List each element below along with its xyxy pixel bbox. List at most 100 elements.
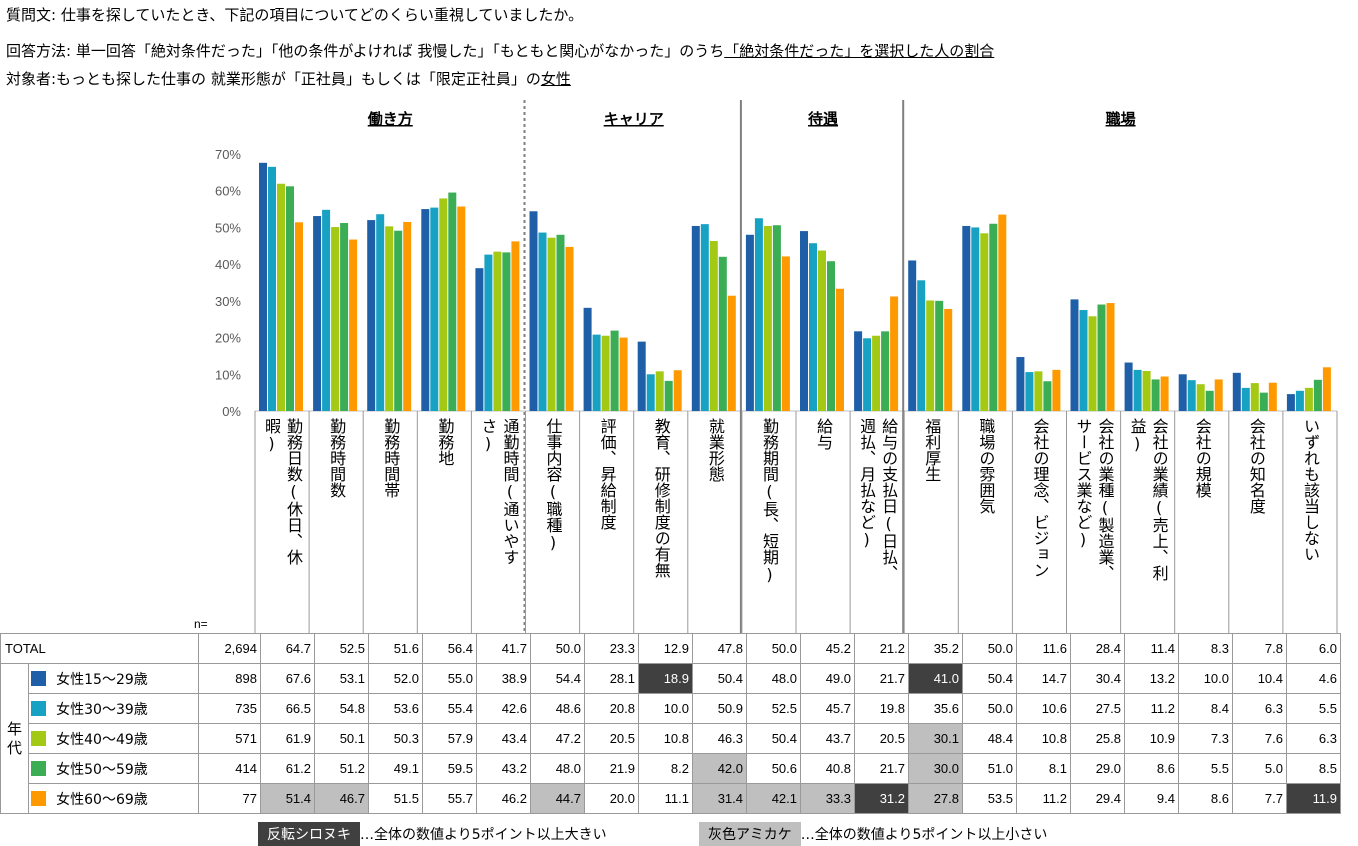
category-label: 会社の理念、ビジョン: [1030, 418, 1050, 578]
bar: [818, 250, 826, 411]
table-cell: 7.3: [1178, 723, 1233, 754]
table-cell: 10.4: [1232, 663, 1287, 694]
table-cell: 46.2: [476, 783, 531, 814]
table-cell: 12.9: [638, 633, 693, 664]
bar: [646, 374, 655, 411]
table-cell: 49.0: [800, 663, 855, 694]
n-cell: 77: [198, 783, 261, 814]
bar: [1187, 380, 1196, 411]
group-label: 職場: [1106, 110, 1136, 128]
table-cell: 46.3: [692, 723, 747, 754]
group-label: 働き方: [367, 110, 413, 128]
bar: [1097, 304, 1106, 411]
table-cell: 27.8: [908, 783, 963, 814]
table-row: 女性50～59歳 414 61.2 51.2 49.1 59.5 43.2 48.0 21.9 8…: [1, 753, 1341, 784]
bar: [863, 338, 872, 411]
table-cell: 5.5: [1178, 753, 1233, 784]
category-label: 会社の業績(売上、利: [1149, 418, 1169, 581]
bar: [547, 237, 556, 411]
table-cell: 11.9: [1286, 783, 1341, 814]
category-label: 勤務日数(休日、休: [284, 418, 304, 565]
bar: [1304, 387, 1313, 411]
category-label: 教育、研修制度の有無: [651, 418, 671, 578]
legend-high-box: 反転シロヌキ: [258, 822, 360, 846]
bar: [1205, 390, 1214, 411]
table-cell: 42.6: [476, 693, 531, 724]
table-cell: 29.0: [1070, 753, 1125, 784]
bar: [890, 296, 899, 411]
bar: [1079, 310, 1088, 411]
table-cell: 50.4: [692, 663, 747, 694]
table-cell: 50.0: [962, 693, 1017, 724]
table-cell: 67.6: [260, 663, 315, 694]
table-cell: 8.2: [638, 753, 693, 784]
bar: [538, 232, 547, 411]
table-cell: 21.7: [854, 753, 909, 784]
table-cell: 43.4: [476, 723, 531, 754]
bar: [448, 192, 457, 411]
y-tick-label: 50%: [215, 220, 241, 235]
category-label: 給与の支払日(日払、: [879, 418, 899, 581]
table-cell: 35.2: [908, 633, 963, 664]
category-label: 暇): [262, 418, 282, 453]
table-cell: 11.1: [638, 783, 693, 814]
table-cell: 50.0: [530, 633, 585, 664]
bar: [962, 225, 971, 411]
n-cell: 414: [198, 753, 261, 784]
table-cell: 42.1: [746, 783, 801, 814]
category-label: 勤務時間帯: [381, 418, 401, 498]
table-row: 女性30～39歳 735 66.5 54.8 53.6 55.4 42.6 48.6 20.8 1…: [1, 693, 1341, 724]
y-tick-label: 40%: [215, 257, 241, 272]
target-text: 対象者:もっとも探した仕事の 就業形態が「正社員」もしくは「限定正社員」の女性: [6, 68, 571, 89]
table-cell: 21.2: [854, 633, 909, 664]
table-cell: 50.0: [746, 633, 801, 664]
bar: [827, 261, 835, 411]
answer-method-prefix: 回答方法: 単一回答「絶対条件だった」「他の条件がよければ 我慢した」「もともと…: [6, 42, 725, 60]
y-tick-label: 0%: [222, 404, 241, 419]
bar: [998, 214, 1007, 411]
bar: [718, 256, 727, 411]
table-cell: 8.3: [1178, 633, 1233, 664]
table-cell: 11.4: [1124, 633, 1179, 664]
n-cell: 571: [198, 723, 261, 754]
table-cell: 28.4: [1070, 633, 1125, 664]
table-cell: 8.1: [1016, 753, 1071, 784]
bar: [1106, 303, 1115, 411]
table-cell: 57.9: [422, 723, 477, 754]
bar: [1142, 370, 1151, 411]
table-cell: 48.6: [530, 693, 585, 724]
y-tick-label: 10%: [215, 367, 241, 382]
table-cell: 52.5: [314, 633, 369, 664]
table-cell: 43.7: [800, 723, 855, 754]
bar: [727, 295, 736, 411]
table-cell: 31.4: [692, 783, 747, 814]
legend-high: 反転シロヌキ …全体の数値より5ポイント以上大きい: [258, 822, 607, 846]
table-cell: 9.4: [1124, 783, 1179, 814]
series-label: 女性40～49歳: [56, 731, 148, 748]
target-prefix: 対象者:もっとも探した仕事の 就業形態が「正社員」もしくは「限定正社員」の: [6, 70, 541, 88]
category-label: 週払、月払など): [857, 418, 877, 549]
table-cell: 50.4: [746, 723, 801, 754]
category-label: 仕事内容(職種): [543, 418, 563, 552]
table-cell: 45.7: [800, 693, 855, 724]
bar: [1070, 299, 1079, 411]
bar: [709, 241, 718, 411]
bar: [457, 206, 466, 411]
bar: [376, 214, 385, 411]
table-cell: 28.1: [584, 663, 639, 694]
table-cell: 10.6: [1016, 693, 1071, 724]
table-cell: 8.4: [1178, 693, 1233, 724]
y-tick-label: 30%: [215, 294, 241, 309]
bar: [926, 300, 935, 411]
bar: [1232, 372, 1241, 411]
bar: [700, 224, 709, 411]
bar: [655, 371, 664, 411]
bar: [1160, 376, 1169, 411]
table-cell: 61.9: [260, 723, 315, 754]
table-cell: 53.6: [368, 693, 423, 724]
bar: [673, 370, 682, 411]
bar: [1025, 372, 1034, 411]
table-cell: 14.7: [1016, 663, 1071, 694]
table-cell: 61.2: [260, 753, 315, 784]
table-cell: 11.2: [1124, 693, 1179, 724]
